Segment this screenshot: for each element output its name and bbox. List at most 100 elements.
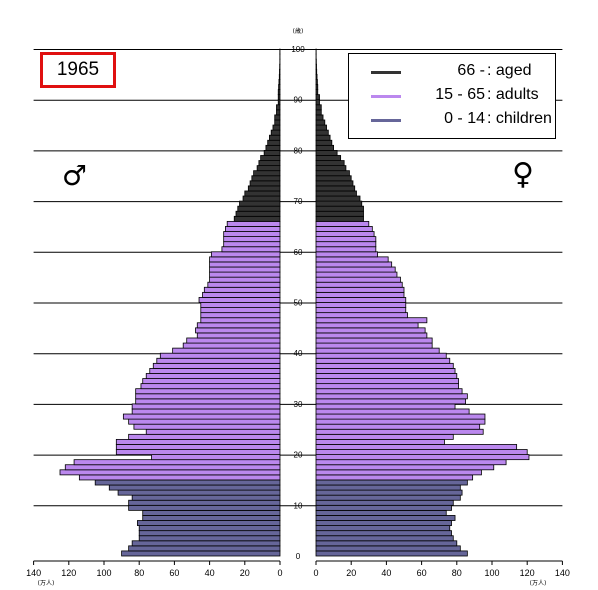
bar-female-age-14	[315, 479, 468, 486]
bar-female-age-80	[315, 144, 335, 151]
bar-female-age-78	[315, 155, 342, 161]
bar-female-age-54	[315, 276, 401, 283]
bar-male-age-87	[276, 109, 281, 116]
age-tick-label-0: 0	[296, 552, 301, 561]
bar-male-age-55	[209, 271, 281, 278]
bar-female-age-29	[315, 403, 456, 410]
female-tick-label-80: 80	[452, 568, 462, 578]
bar-female-age-40	[315, 347, 440, 354]
age-tick-label-30: 30	[294, 400, 303, 409]
female-tick-label-20: 20	[346, 568, 356, 578]
bar-female-age-31	[315, 393, 468, 400]
bar-male-age-89	[277, 99, 281, 106]
bar-female-age-71	[315, 190, 357, 197]
bar-male-age-76	[256, 165, 281, 172]
bar-male-age-92	[278, 84, 281, 90]
bar-female-age-38	[315, 357, 451, 364]
bar-male-age-40	[172, 347, 281, 354]
bar-male-age-46	[200, 317, 281, 324]
bar-female-age-4	[315, 530, 452, 537]
age-tick-label-20: 20	[294, 451, 303, 460]
bar-female-age-53	[315, 281, 403, 288]
age-tick-label-90: 90	[294, 96, 303, 105]
bar-male-age-3	[138, 535, 281, 542]
age-axis-unit: (歳)	[293, 27, 304, 35]
bar-female-age-22	[315, 438, 445, 445]
bar-female-age-90	[315, 94, 320, 101]
bar-female-age-62	[315, 236, 377, 243]
bar-male-age-62	[223, 236, 281, 243]
bar-male-age-78	[260, 155, 281, 161]
bar-male-age-19	[151, 454, 281, 461]
bar-male-age-58	[209, 256, 281, 263]
bar-male-age-73	[249, 180, 281, 187]
male-tick-label-40: 40	[205, 568, 215, 578]
bar-female-age-10	[315, 499, 454, 506]
bar-male-age-6	[137, 520, 281, 526]
bar-female-age-15	[315, 474, 474, 481]
bar-female-age-28	[315, 408, 470, 415]
female-tick-label-140: 140	[555, 568, 570, 578]
bar-male-age-81	[267, 139, 281, 146]
bar-female-age-1	[315, 545, 461, 552]
bar-male-age-12	[117, 489, 281, 496]
bar-female-age-9	[315, 504, 452, 511]
bar-male-age-49	[200, 302, 281, 308]
bar-male-age-23	[128, 433, 281, 440]
bar-male-age-5	[138, 525, 281, 532]
bar-male-age-95	[279, 68, 281, 75]
bar-male-age-69	[239, 200, 281, 207]
year-label: 1965	[40, 52, 116, 88]
bar-male-age-39	[159, 352, 281, 359]
bar-male-age-51	[202, 291, 281, 298]
bar-female-age-8	[315, 509, 447, 516]
bar-male-age-80	[265, 144, 281, 151]
bar-female-age-2	[315, 540, 458, 547]
bar-male-age-82	[269, 134, 281, 141]
bar-female-age-36	[315, 368, 456, 374]
bar-male-age-45	[196, 322, 281, 329]
bar-male-age-65	[226, 220, 281, 227]
bar-female-age-58	[315, 256, 389, 263]
bar-female-age-50	[315, 297, 407, 303]
female-axis-unit: (万人)	[530, 580, 547, 587]
bar-male-age-44	[195, 327, 281, 334]
bar-female-age-41	[315, 342, 433, 349]
bar-male-age-48	[200, 307, 281, 314]
legend-range-adults: 15 - 65	[435, 86, 485, 103]
bar-male-age-1	[128, 545, 281, 552]
bar-male-age-25	[133, 423, 281, 430]
bar-female-age-23	[315, 433, 454, 440]
bar-male-age-88	[276, 104, 281, 111]
bar-female-age-46	[315, 317, 428, 324]
bar-male-age-28	[131, 408, 281, 415]
bar-male-age-75	[253, 170, 281, 177]
bar-female-age-42	[315, 337, 433, 344]
bar-male-age-24	[145, 428, 281, 435]
bar-female-age-85	[315, 119, 326, 126]
bar-male-age-66	[233, 215, 281, 222]
bar-female-age-93	[315, 79, 318, 85]
bar-male-age-11	[131, 494, 281, 501]
bar-male-age-17	[64, 464, 281, 471]
bar-female-age-35	[315, 373, 458, 379]
bar-female-age-3	[315, 535, 454, 542]
bar-female-age-75	[315, 170, 350, 177]
bar-male-age-15	[78, 474, 281, 481]
bar-male-age-43	[196, 332, 281, 339]
bar-female-age-70	[315, 195, 361, 202]
legend-range-aged: 66 -	[457, 62, 485, 79]
legend-label-aged: : aged	[487, 62, 532, 79]
bar-male-age-63	[223, 231, 281, 237]
age-tick-label-10: 10	[294, 501, 303, 510]
bar-male-age-37	[152, 362, 281, 369]
bar-male-age-14	[94, 479, 281, 486]
bar-male-age-57	[209, 261, 281, 268]
bar-female-age-79	[315, 149, 338, 156]
legend: 66 - : aged 15 - 65 : adults 0 - 14 : ch…	[348, 53, 556, 139]
bar-male-age-67	[235, 210, 281, 217]
bar-male-age-7	[142, 515, 281, 521]
bar-male-age-74	[251, 175, 281, 182]
bar-male-age-8	[142, 509, 281, 516]
